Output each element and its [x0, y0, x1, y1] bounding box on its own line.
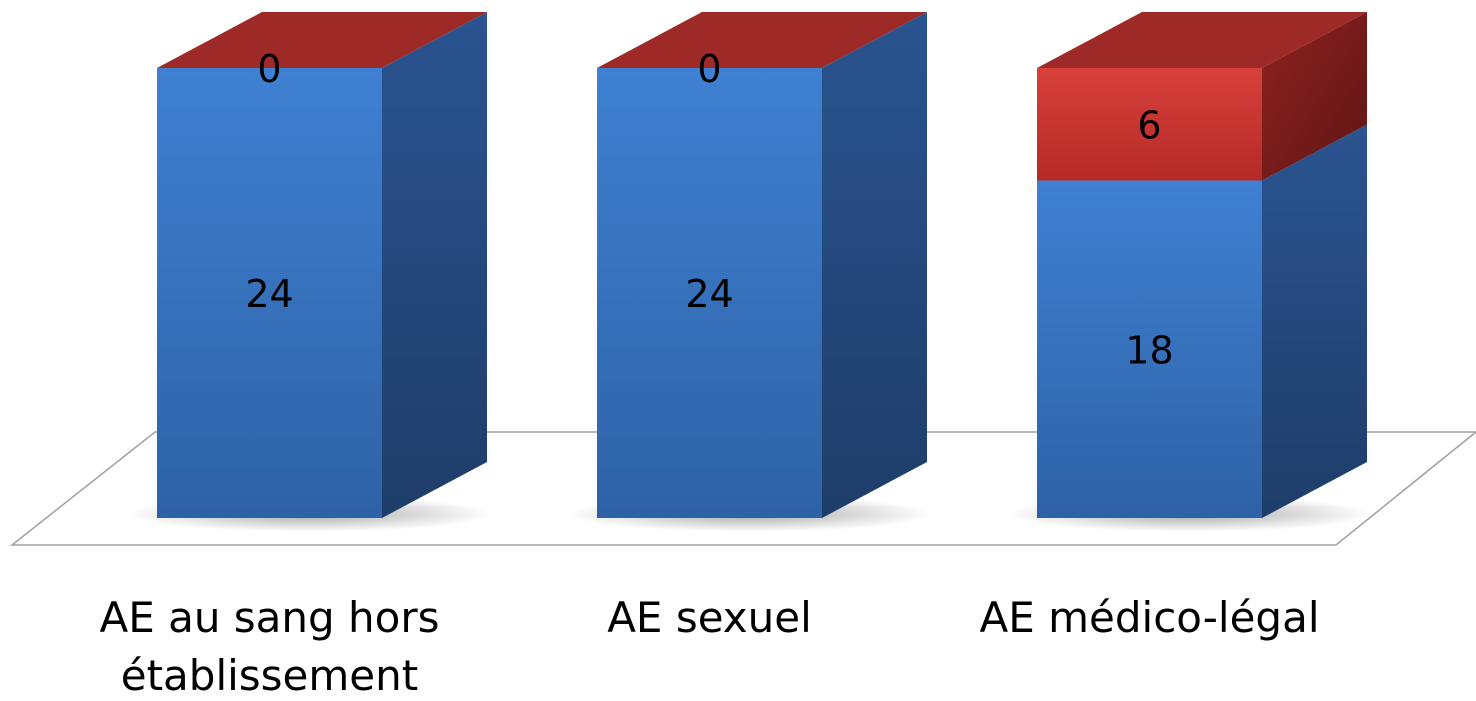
bar-segment-2-1 [1037, 68, 1262, 181]
bar-segment-1-0 [597, 68, 822, 518]
value-labels-layer: 24 0 24 0 18 6 [245, 47, 1173, 372]
category-label-2-0: AE médico-légal [980, 593, 1320, 642]
value-label-0-0: 24 [245, 272, 293, 316]
bar-top-1 [597, 12, 927, 68]
value-label-2-0: 18 [1125, 328, 1173, 372]
bar-segment-0-0 [157, 68, 382, 518]
bar-top-2 [1037, 12, 1367, 68]
category-label-0-0: AE au sang hors [99, 593, 439, 642]
value-label-1-0: 24 [685, 272, 733, 316]
bar-top-0 [157, 12, 487, 68]
bars-layer [127, 12, 1372, 532]
value-label-1-1: 0 [697, 47, 721, 91]
bar-side-2-1 [1262, 12, 1367, 181]
category-label-0-1: établissement [121, 651, 419, 700]
bar-segment-2-0 [1037, 180, 1262, 518]
bar-side-2-0 [1262, 124, 1367, 518]
value-label-0-1: 0 [257, 47, 281, 91]
bar-side-0-0 [382, 12, 487, 518]
category-label-1-0: AE sexuel [607, 593, 812, 642]
category-labels-layer: AE au sang hors établissement AE sexuel AE … [99, 593, 1319, 700]
value-label-2-1: 6 [1137, 103, 1161, 147]
bar-side-1-0 [822, 12, 927, 518]
